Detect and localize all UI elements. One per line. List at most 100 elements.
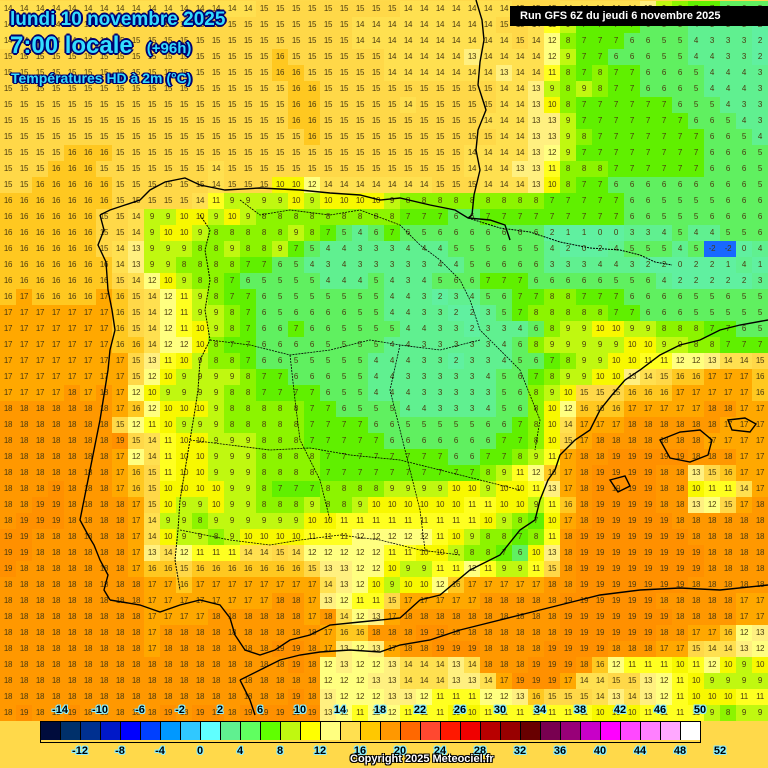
grid-value: 4	[608, 257, 624, 273]
grid-value: 18	[112, 657, 128, 673]
grid-value: 8	[256, 241, 272, 257]
grid-value: 7	[304, 481, 320, 497]
grid-value: 3	[480, 305, 496, 321]
grid-value: 5	[688, 81, 704, 97]
grid-value: 15	[192, 161, 208, 177]
grid-value: 18	[656, 433, 672, 449]
grid-value: 5	[336, 385, 352, 401]
grid-value: 15	[448, 145, 464, 161]
grid-value: 15	[320, 161, 336, 177]
grid-value: 11	[352, 705, 368, 721]
grid-value: 15	[400, 81, 416, 97]
grid-value: 17	[560, 481, 576, 497]
grid-value: 18	[608, 641, 624, 657]
grid-value: 6	[528, 257, 544, 273]
grid-value: 17	[32, 369, 48, 385]
grid-value: 18	[720, 513, 736, 529]
grid-value: 9	[576, 353, 592, 369]
grid-value: 14	[400, 97, 416, 113]
grid-value: 6	[704, 129, 720, 145]
grid-value: 16	[544, 465, 560, 481]
grid-value: 5	[464, 257, 480, 273]
grid-value: 4	[672, 241, 688, 257]
grid-value: 18	[48, 593, 64, 609]
grid-value: 19	[592, 593, 608, 609]
grid-value: 7	[352, 465, 368, 481]
grid-value: 18	[96, 625, 112, 641]
grid-value: 8	[544, 305, 560, 321]
grid-value: 15	[160, 49, 176, 65]
scale-label-top: 46	[653, 704, 667, 716]
grid-value: 18	[160, 689, 176, 705]
grid-value: 15	[304, 1, 320, 17]
grid-value: 17	[32, 321, 48, 337]
grid-value: 10	[176, 401, 192, 417]
grid-value: 15	[368, 97, 384, 113]
grid-value: 14	[400, 17, 416, 33]
grid-value: 7	[704, 321, 720, 337]
grid-value: 9	[224, 481, 240, 497]
grid-value: 3	[352, 257, 368, 273]
grid-value: 16	[32, 193, 48, 209]
grid-value: 8	[496, 529, 512, 545]
grid-value: 7	[528, 209, 544, 225]
grid-value: 15	[592, 385, 608, 401]
grid-value: 18	[608, 433, 624, 449]
grid-value: 6	[704, 113, 720, 129]
grid-value: 9	[224, 465, 240, 481]
scale-swatch	[681, 722, 700, 740]
grid-value: 4	[512, 321, 528, 337]
grid-value: 15	[112, 225, 128, 241]
grid-value: 18	[304, 657, 320, 673]
grid-value: 15	[160, 65, 176, 81]
grid-value: 7	[624, 161, 640, 177]
grid-value: 8	[592, 65, 608, 81]
grid-value: 9	[560, 145, 576, 161]
grid-value: 15	[464, 97, 480, 113]
grid-value: 5	[256, 273, 272, 289]
grid-value: 18	[80, 609, 96, 625]
scale-swatch	[261, 722, 281, 740]
grid-value: 0	[736, 241, 752, 257]
grid-value: 9	[352, 497, 368, 513]
grid-value: 5	[736, 129, 752, 145]
grid-value: 15	[0, 145, 16, 161]
grid-value: 5	[384, 321, 400, 337]
grid-value: 16	[48, 273, 64, 289]
grid-value: 19	[416, 625, 432, 641]
grid-value: 16	[64, 257, 80, 273]
grid-value: 6	[624, 209, 640, 225]
grid-value: 15	[16, 161, 32, 177]
grid-value: 12	[320, 545, 336, 561]
grid-value: 11	[528, 561, 544, 577]
grid-value: 18	[128, 625, 144, 641]
grid-value: 4	[432, 241, 448, 257]
grid-value: 10	[608, 705, 624, 721]
grid-value: 17	[224, 593, 240, 609]
grid-value: 6	[320, 385, 336, 401]
grid-value: 12	[160, 289, 176, 305]
grid-value: 4	[336, 273, 352, 289]
grid-value: 15	[288, 17, 304, 33]
grid-value: 15	[304, 161, 320, 177]
grid-value: 18	[16, 417, 32, 433]
grid-value: 15	[224, 17, 240, 33]
grid-value: 14	[160, 1, 176, 17]
grid-value: 12	[160, 337, 176, 353]
grid-value: 17	[672, 641, 688, 657]
grid-value: 15	[336, 33, 352, 49]
grid-value: 18	[112, 705, 128, 721]
grid-value: 6	[640, 65, 656, 81]
grid-value: 18	[0, 401, 16, 417]
grid-value: 15	[112, 417, 128, 433]
grid-value: 9	[272, 193, 288, 209]
grid-value: 16	[560, 497, 576, 513]
grid-value: 18	[112, 577, 128, 593]
grid-value: 3	[416, 369, 432, 385]
grid-value: 7	[352, 417, 368, 433]
grid-value: 7	[608, 33, 624, 49]
grid-value: 7	[656, 97, 672, 113]
grid-value: 6	[320, 305, 336, 321]
grid-value: 2	[752, 49, 768, 65]
